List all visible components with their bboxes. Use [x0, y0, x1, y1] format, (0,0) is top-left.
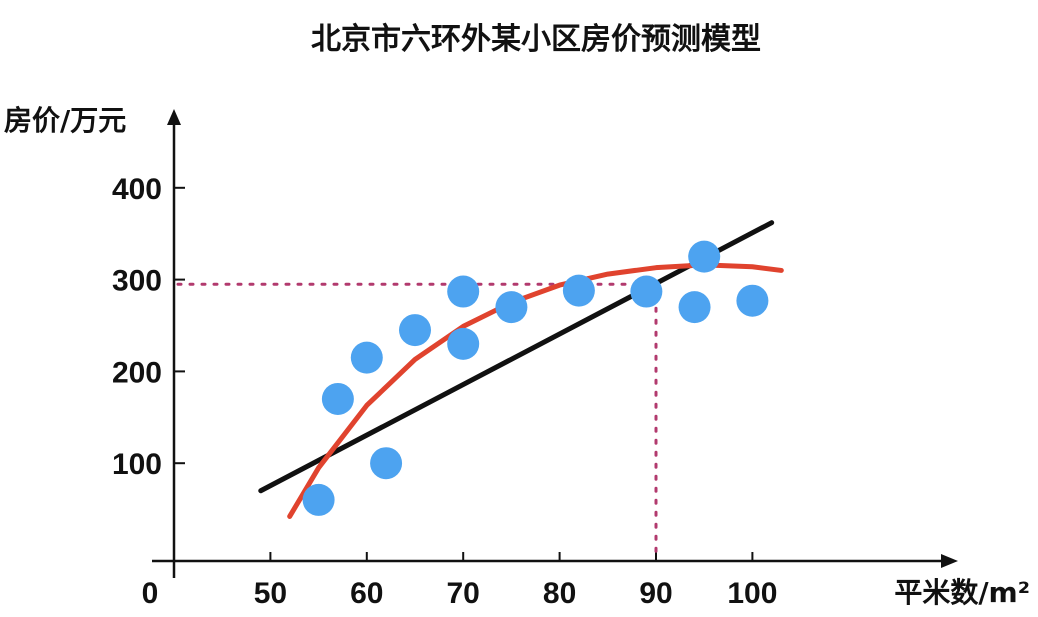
y-axis-arrow-icon: [167, 109, 181, 125]
data-point: [321, 382, 354, 415]
data-point: [736, 284, 769, 317]
data-point: [562, 274, 595, 307]
data-points: [302, 240, 769, 516]
data-point: [447, 327, 480, 360]
x-tick-label: 90: [639, 577, 672, 610]
y-tick-label: 100: [112, 448, 162, 481]
ticks: 50 60 70 80 90 100 100 200 300 400: [112, 173, 777, 610]
y-tick-label: 200: [112, 356, 162, 389]
data-point: [447, 275, 480, 308]
y-tick-label: 300: [112, 265, 162, 298]
chart-title: 北京市六环外某小区房价预测模型: [311, 22, 761, 57]
data-point: [399, 314, 431, 347]
x-tick-label: 60: [350, 577, 383, 610]
x-axis-label: 平米数/m²: [894, 576, 1030, 609]
origin-label: 0: [142, 577, 159, 610]
data-point: [688, 240, 721, 273]
y-tick-label: 400: [112, 173, 162, 206]
data-point: [495, 291, 528, 324]
data-point: [302, 483, 335, 516]
x-tick-label: 50: [254, 577, 287, 610]
axes: [152, 109, 958, 578]
data-point: [370, 447, 403, 480]
data-point: [630, 275, 663, 308]
y-axis-label: 房价/万元: [4, 104, 126, 137]
data-point: [678, 291, 711, 324]
x-tick-label: 80: [543, 577, 576, 610]
data-point: [350, 341, 383, 374]
x-tick-label: 70: [447, 577, 480, 610]
x-tick-label: 100: [727, 577, 777, 610]
x-axis-arrow-icon: [941, 554, 958, 568]
